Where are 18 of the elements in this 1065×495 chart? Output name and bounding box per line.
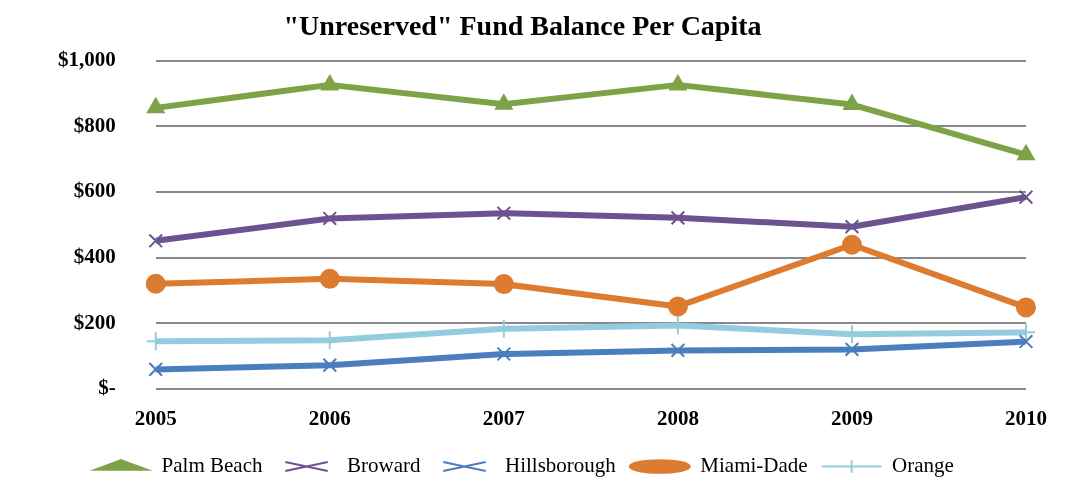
x-tick-label: 2006 (308, 405, 351, 430)
legend-label: Palm Beach (161, 453, 263, 478)
x-tick-label: 2007 (482, 405, 525, 430)
x-tick-label: 2010 (1005, 405, 1047, 430)
y-tick-label: $1,000 (58, 47, 116, 72)
y-tick-label: $800 (73, 112, 116, 137)
legend-label: Broward (346, 453, 421, 478)
x-tick-label: 2005 (134, 405, 177, 430)
legend-label: Hillsborough (504, 453, 617, 478)
x-tick-label: 2008 (656, 405, 699, 430)
y-tick-label: $200 (73, 309, 116, 334)
legend-label: Miami-Dade (700, 453, 808, 478)
y-tick-label: $600 (73, 178, 116, 203)
legend-label: Orange (892, 453, 954, 478)
y-tick-label: $400 (73, 243, 116, 268)
chart-title: "Unreserved" Fund Balance Per Capita (283, 10, 762, 42)
x-tick-label: 2009 (830, 405, 873, 430)
y-tick-label: $- (98, 375, 116, 400)
